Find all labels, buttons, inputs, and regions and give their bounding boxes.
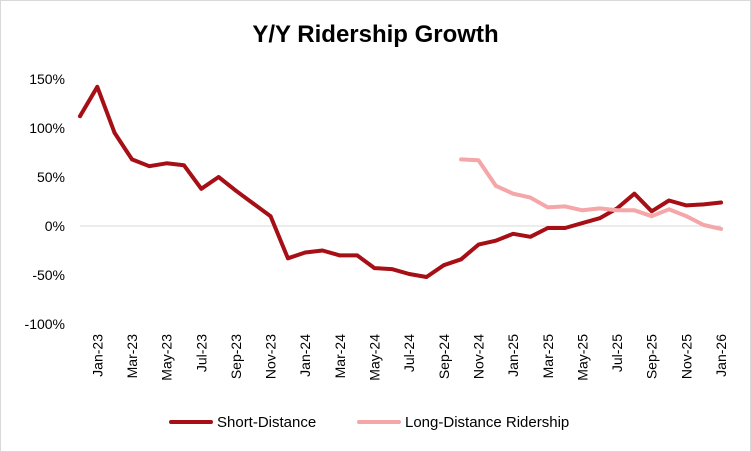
y-tick-label: 150%: [29, 71, 65, 87]
data-point: [632, 191, 637, 196]
data-point: [597, 206, 602, 211]
data-point: [251, 201, 256, 206]
data-point: [493, 238, 498, 243]
x-axis: Jan-23 Mar-23 May-23 Jul-23 Sep-23 Nov-23 Jan-…: [80, 225, 729, 381]
data-point: [112, 131, 117, 135]
x-tick-label: May-23: [159, 334, 175, 381]
x-tick-label: Mar-25: [540, 334, 556, 379]
x-tick-label: May-24: [367, 334, 383, 381]
x-tick-label: Nov-23: [263, 334, 279, 379]
data-point: [615, 208, 619, 213]
series-line-1: [78, 84, 723, 279]
data-point: [701, 223, 706, 227]
x-tick-label: Mar-23: [124, 334, 140, 379]
data-point: [667, 207, 671, 212]
data-point: [511, 232, 515, 236]
data-point: [528, 195, 533, 200]
data-point: [476, 158, 481, 163]
data-point: [563, 226, 567, 230]
data-point: [199, 186, 204, 191]
data-point: [459, 257, 463, 262]
legend-label-2: Long-Distance Ridership: [405, 414, 569, 431]
data-point: [701, 202, 706, 207]
data-point: [667, 198, 671, 203]
y-tick-label: -100%: [25, 316, 65, 332]
x-tick-label: Jan-23: [89, 334, 105, 377]
data-point: [407, 272, 411, 276]
data-point: [719, 200, 723, 205]
data-point: [649, 214, 654, 218]
y-tick-label: 100%: [29, 120, 65, 136]
series-line-2: [459, 157, 723, 231]
data-point: [164, 161, 169, 166]
x-tick-label: Jul-24: [401, 334, 417, 372]
data-point: [268, 214, 273, 218]
data-point: [216, 175, 221, 179]
data-point: [632, 208, 637, 213]
y-tick-label: 50%: [37, 169, 65, 185]
x-tick-label: Sep-24: [436, 334, 452, 379]
x-tick-label: Nov-24: [470, 334, 486, 379]
data-point: [563, 204, 567, 209]
data-point: [476, 242, 481, 247]
data-point: [597, 216, 602, 220]
data-point: [684, 214, 689, 218]
x-tick-label: Jan-24: [297, 334, 313, 377]
data-point: [303, 250, 308, 255]
legend-label-1: Short-Distance: [217, 414, 316, 431]
x-tick-label: Sep-23: [228, 334, 244, 379]
x-tick-label: Nov-25: [678, 334, 694, 379]
data-point: [338, 253, 342, 258]
data-point: [320, 248, 325, 253]
data-point: [528, 234, 533, 239]
x-tick-label: May-25: [574, 334, 590, 381]
data-point: [390, 267, 394, 271]
data-point: [493, 184, 498, 188]
data-point: [580, 221, 585, 225]
chart-title: Y/Y Ridership Growth: [252, 21, 499, 48]
x-tick-label: Jul-25: [609, 334, 625, 372]
data-point: [424, 275, 429, 279]
x-tick-label: Jan-26: [713, 334, 729, 377]
data-point: [372, 266, 377, 270]
series-layer: [78, 84, 723, 279]
data-point: [78, 114, 82, 119]
data-point: [719, 227, 723, 231]
data-point: [130, 157, 134, 162]
x-tick-label: Jul-23: [193, 334, 209, 372]
y-tick-label: -50%: [32, 267, 65, 283]
data-point: [511, 191, 515, 196]
data-point: [234, 188, 238, 193]
y-tick-label: 0%: [45, 218, 65, 234]
data-point: [147, 164, 152, 169]
data-point: [545, 205, 550, 210]
x-tick-label: Jan-25: [505, 334, 521, 377]
data-point: [649, 209, 654, 214]
data-point: [545, 226, 550, 230]
x-tick-label: Sep-25: [644, 334, 660, 379]
data-point: [286, 256, 290, 261]
data-point: [442, 263, 446, 268]
data-point: [182, 163, 186, 168]
data-point: [355, 253, 359, 258]
x-tick-label: Mar-24: [332, 334, 348, 379]
legend: Short-Distance Long-Distance Ridership: [169, 414, 569, 431]
y-axis: -100% -50% 0% 50% 100% 150%: [25, 71, 65, 332]
data-point: [580, 208, 585, 213]
data-point: [684, 203, 689, 208]
data-point: [459, 157, 463, 162]
data-point: [95, 85, 100, 89]
